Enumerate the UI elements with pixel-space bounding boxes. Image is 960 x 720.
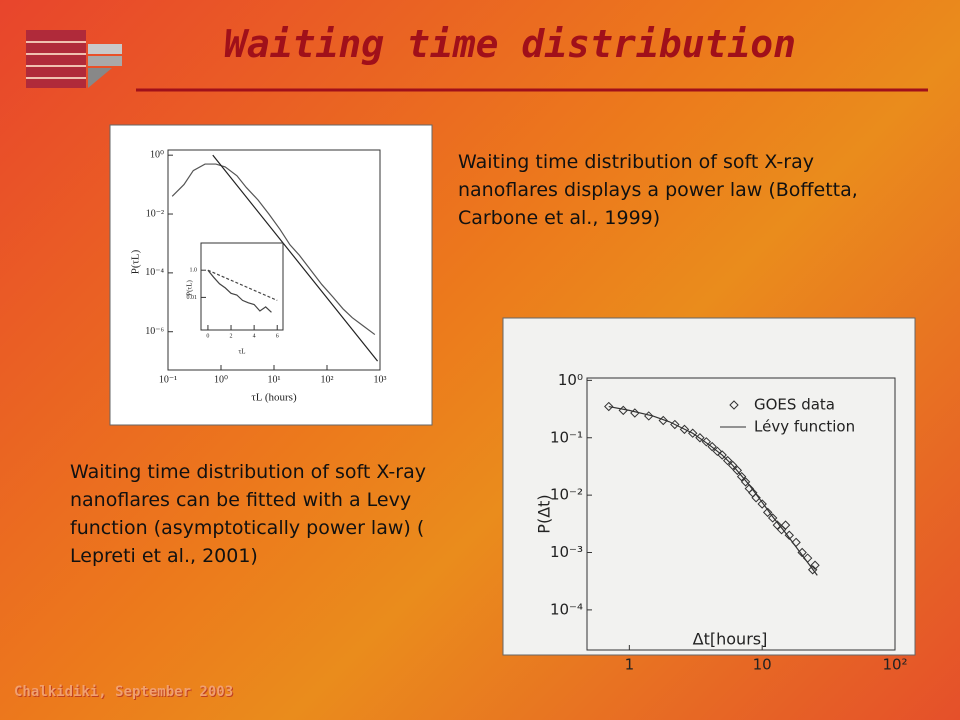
figure-frame [109,124,433,426]
y-tick-label: 0.01 [187,295,198,301]
data-line [212,154,379,362]
data-point [810,560,820,570]
x-tick-label: 1 [625,656,635,674]
data-line [207,269,272,313]
x-tick-label: 10⁰ [214,374,228,385]
data-point [630,408,640,418]
x-tick-label: 10² [882,656,907,674]
slide-title: Waiting time distribution [224,22,796,66]
legend-marker [729,400,739,410]
x-tick-label: 10⁻¹ [159,374,177,385]
y-tick-label: 10⁻¹ [550,428,583,446]
y-axis-label: P(Δt) [535,494,554,533]
data-point [618,405,628,416]
logo [26,30,122,88]
data-line [207,269,278,301]
y-axis-label: P(τL) [186,280,194,296]
data-point [780,520,791,530]
x-axis-label: τL [238,348,245,356]
y-tick-label: 10⁻² [146,208,164,219]
x-tick-label: 6 [276,333,279,339]
x-axis-label: Δt[hours] [693,630,768,649]
footer: Chalkidiki, September 2003 [14,684,234,700]
caption: Waiting time distribution of soft X-ray … [70,461,426,567]
plot-frame [167,149,381,371]
y-tick-label: 10⁻⁴ [145,267,164,278]
data-point [727,460,738,471]
data-point [772,520,783,530]
data-point [722,455,733,466]
x-tick-label: 10³ [374,374,387,385]
figure-frame [502,317,916,656]
x-tick-label: 10 [753,656,772,674]
x-axis-label: τL (hours) [251,392,297,404]
data-point [736,471,747,482]
data-point [762,507,773,518]
y-axis-label: P(τL) [130,249,142,274]
data-point [767,513,778,523]
plot-frame [586,377,896,651]
plot-frame [200,242,284,331]
x-tick-label: 2 [230,333,233,339]
data-point [740,477,751,487]
y-tick-label: 10⁻⁴ [550,600,583,618]
x-tick-label: 4 [253,333,256,339]
data-point [751,493,761,503]
data-point [757,499,767,509]
data-line [171,163,376,336]
y-tick-label: 10⁻³ [550,543,583,561]
legend-label: Lévy function [754,418,855,436]
x-tick-label: 0 [206,333,209,339]
y-tick-label: 1.0 [190,268,198,274]
y-tick-label: 10⁰ [558,371,583,389]
x-tick-label: 10² [321,374,334,385]
data-line [608,405,818,576]
y-tick-label: 10⁻⁶ [145,326,164,337]
y-tick-label: 10⁰ [150,149,164,160]
data-point [776,524,787,535]
data-point [604,401,614,412]
legend-label: GOES data [754,396,835,414]
caption: Waiting time distribution of soft X-ray … [458,151,858,229]
data-point [732,465,743,476]
y-tick-label: 10⁻² [550,486,583,504]
data-point [712,446,723,457]
x-tick-label: 10¹ [268,374,281,385]
